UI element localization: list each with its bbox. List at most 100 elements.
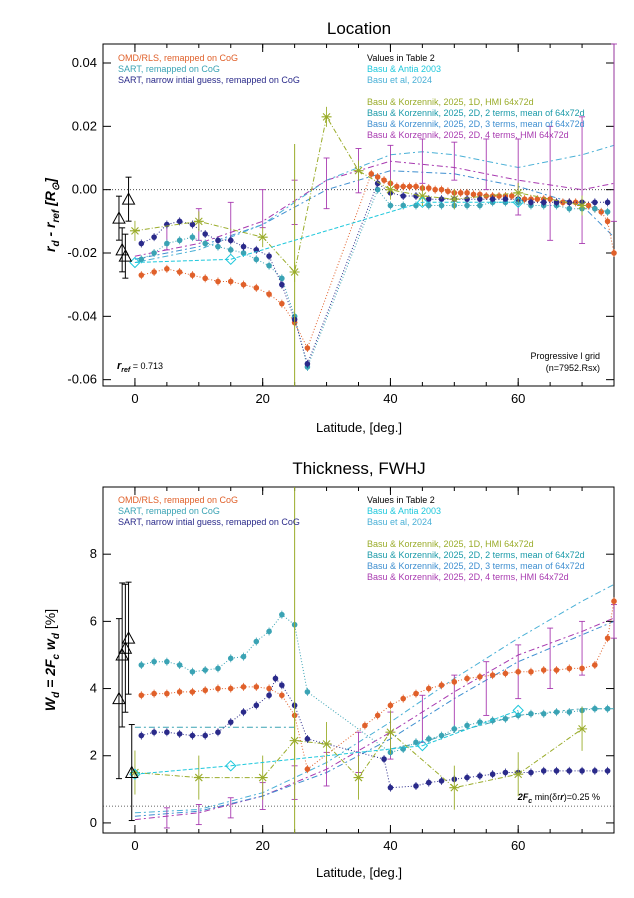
data-point [202, 732, 208, 739]
asterisk-marker [449, 783, 460, 792]
data-point [464, 774, 470, 781]
data-point [189, 668, 196, 675]
triangle-marker [121, 192, 136, 205]
asterisk-marker [577, 201, 588, 210]
data-point [445, 188, 451, 195]
data-point [464, 675, 470, 682]
y-tick-label: -0.04 [67, 308, 97, 323]
location-ticks: 0 20 40 60 -0.06 -0.04 -0.02 0.00 0.02 0.04 [67, 44, 615, 406]
diamond-marker [225, 253, 237, 266]
data-point [592, 205, 598, 212]
location-legend-sart: SART, remapped on CoG [118, 64, 220, 74]
data-point [413, 783, 419, 789]
data-point [240, 709, 247, 715]
data-point [279, 275, 285, 282]
location-xlabel: Latitude, [deg.] [316, 420, 402, 435]
data-point [227, 655, 234, 662]
series-line [141, 601, 615, 771]
data-point [521, 196, 528, 202]
data-point [425, 202, 432, 209]
data-point [464, 722, 470, 729]
thickness-series [112, 487, 617, 833]
data-point [489, 672, 496, 678]
data-point [151, 269, 157, 275]
data-point [374, 180, 381, 187]
data-point [477, 202, 483, 209]
data-point [566, 205, 573, 212]
data-point [438, 202, 445, 209]
data-point [566, 199, 573, 206]
model-curve [390, 708, 614, 750]
series-line [134, 115, 583, 274]
data-point [579, 665, 585, 672]
data-point [176, 269, 183, 275]
data-point [470, 191, 477, 198]
x-tick-label: 0 [131, 391, 138, 406]
data-point [464, 202, 470, 209]
thickness-legend-bk2d4: Basu & Korzennik, 2025, 2D, 4 terms, HMI… [367, 572, 569, 582]
data-point [266, 253, 272, 259]
data-point [438, 682, 445, 688]
data-point [272, 675, 279, 682]
data-point [438, 196, 445, 202]
triangle-marker [118, 249, 133, 262]
data-point [138, 240, 145, 247]
y-tick-label: 0 [90, 815, 97, 830]
x-tick-label: 0 [131, 838, 138, 853]
data-point [176, 689, 183, 695]
data-point [374, 186, 381, 193]
thickness-legend-bk2d3: Basu & Korzennik, 2025, 2D, 3 terms, mea… [367, 561, 585, 571]
data-point [489, 771, 496, 778]
data-point [189, 221, 196, 228]
y-tick-label: 6 [90, 613, 97, 628]
data-point [457, 190, 464, 196]
data-point [502, 769, 509, 776]
data-point [138, 256, 145, 263]
data-point [464, 190, 470, 196]
data-point [534, 196, 541, 202]
data-point [394, 183, 400, 190]
data-point [438, 732, 445, 739]
data-point [553, 667, 560, 673]
location-panel: Location 0 20 40 60-0.06-0.04-0.020.000.020… [42, 19, 617, 435]
data-point [215, 243, 221, 250]
data-point [381, 177, 387, 183]
data-point [368, 171, 375, 177]
data-point [240, 243, 247, 250]
location-legend-sart-narrow: SART, narrow intial guess, remapped on C… [118, 75, 300, 85]
data-point [604, 635, 611, 641]
data-point [502, 670, 509, 677]
data-point [279, 682, 285, 688]
data-point [164, 729, 170, 736]
data-point [509, 193, 515, 199]
location-legend-basu2024: Basu et al, 2024 [367, 75, 432, 85]
data-point [502, 196, 509, 202]
data-point [438, 186, 445, 193]
thickness-ylabel: Wd = 2Fc wd [%] [42, 609, 62, 711]
data-point [215, 729, 221, 736]
triangle-marker [112, 211, 126, 224]
data-point [387, 784, 394, 791]
data-point [176, 731, 183, 737]
diamond-marker [512, 704, 524, 717]
data-point [240, 281, 247, 288]
location-rref-annotation: rref = 0.713 [117, 360, 163, 374]
data-point [477, 773, 483, 779]
data-point [566, 665, 573, 672]
thickness-legend-sart-narrow: SART, narrow intial guess, remapped on C… [118, 517, 300, 527]
data-point [489, 196, 496, 202]
data-point [451, 679, 458, 685]
data-point [579, 768, 585, 774]
data-point [164, 240, 170, 247]
diamond-marker [512, 196, 524, 209]
model-curve [134, 617, 615, 821]
data-point [413, 690, 419, 697]
data-point [202, 687, 208, 694]
data-point [176, 218, 183, 225]
data-point [202, 275, 208, 282]
data-point [253, 638, 260, 645]
series-line [134, 201, 519, 263]
location-title: Location [327, 19, 391, 38]
